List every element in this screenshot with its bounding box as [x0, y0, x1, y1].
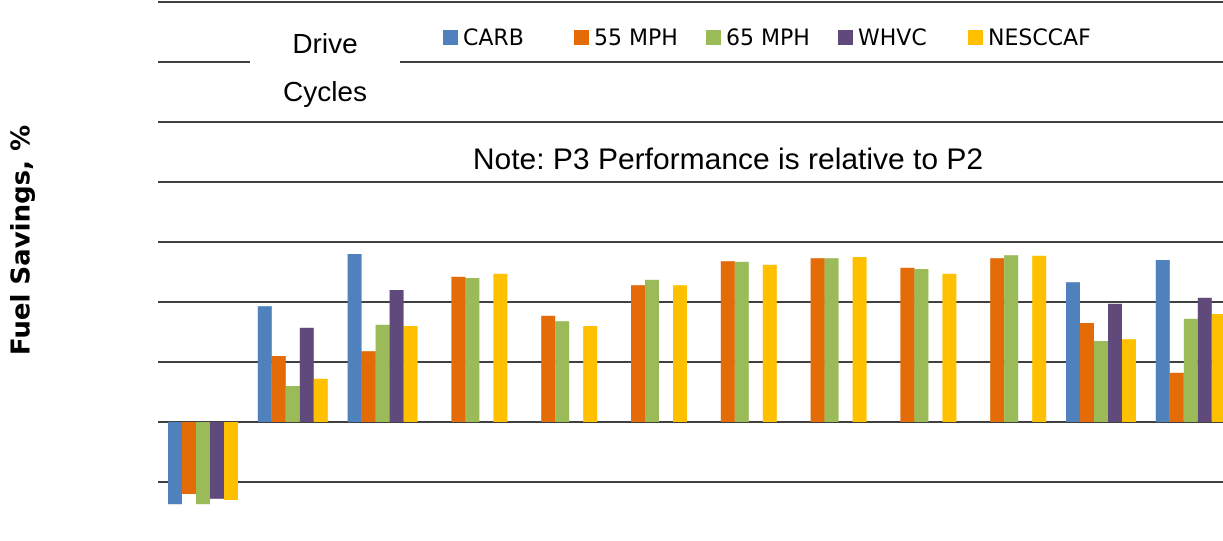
- bar: [182, 422, 196, 494]
- bar: [762, 264, 777, 422]
- y-axis-label: Fuel Savings, %: [7, 125, 37, 355]
- bar: [734, 261, 749, 422]
- bar: [493, 273, 508, 422]
- bar: [824, 258, 839, 422]
- bar: [224, 422, 238, 500]
- bar: [375, 324, 390, 422]
- bar: [285, 386, 300, 422]
- legend-label: WHVC: [858, 26, 927, 51]
- bar: [1155, 260, 1170, 422]
- legend-swatch: [706, 30, 721, 45]
- bar: [810, 258, 825, 422]
- legend-label: 55 MPH: [594, 26, 678, 51]
- bar: [1032, 255, 1047, 422]
- bar: [1183, 318, 1198, 422]
- legend-label: 65 MPH: [726, 26, 810, 51]
- annotation: Note: P3 Performance is relative to P2: [473, 143, 983, 176]
- bar: [168, 422, 182, 505]
- bar: [900, 267, 915, 422]
- legend-swatch: [968, 30, 983, 45]
- bar: [914, 269, 929, 422]
- bar: [645, 279, 659, 422]
- bar: [361, 351, 376, 422]
- bar: [257, 306, 272, 422]
- legend-swatch: [574, 30, 589, 45]
- bar: [196, 422, 210, 505]
- bar: [852, 257, 867, 422]
- bar: [720, 261, 735, 422]
- bar: [555, 321, 570, 422]
- bar: [271, 356, 286, 422]
- bar: [451, 276, 466, 422]
- bar: [631, 285, 645, 422]
- bar: [465, 278, 480, 422]
- bar: [1094, 341, 1108, 422]
- legend-label: NESCCAF: [988, 26, 1091, 51]
- bar: [990, 258, 1005, 422]
- bar: [673, 285, 687, 422]
- bar: [1080, 323, 1094, 422]
- bar: [583, 326, 598, 422]
- annotation-bg: [405, 140, 1055, 180]
- bar: [942, 273, 957, 422]
- bar: [1197, 297, 1212, 422]
- bar: [1066, 282, 1080, 422]
- legend-swatch: [443, 30, 458, 45]
- bar: [389, 290, 404, 422]
- legend-swatch: [838, 30, 853, 45]
- bar: [1169, 372, 1184, 422]
- bar: [541, 315, 556, 422]
- bar: [1108, 303, 1122, 422]
- bar: [1211, 314, 1223, 422]
- legend-label: CARB: [463, 26, 524, 51]
- bar: [299, 327, 314, 422]
- bar: [347, 254, 362, 422]
- bar: [313, 378, 328, 422]
- legend-title: Drive Cycles: [250, 20, 400, 116]
- bar: [403, 326, 418, 422]
- bar: [1122, 339, 1136, 422]
- bar: [210, 422, 224, 499]
- bar: [1004, 255, 1019, 422]
